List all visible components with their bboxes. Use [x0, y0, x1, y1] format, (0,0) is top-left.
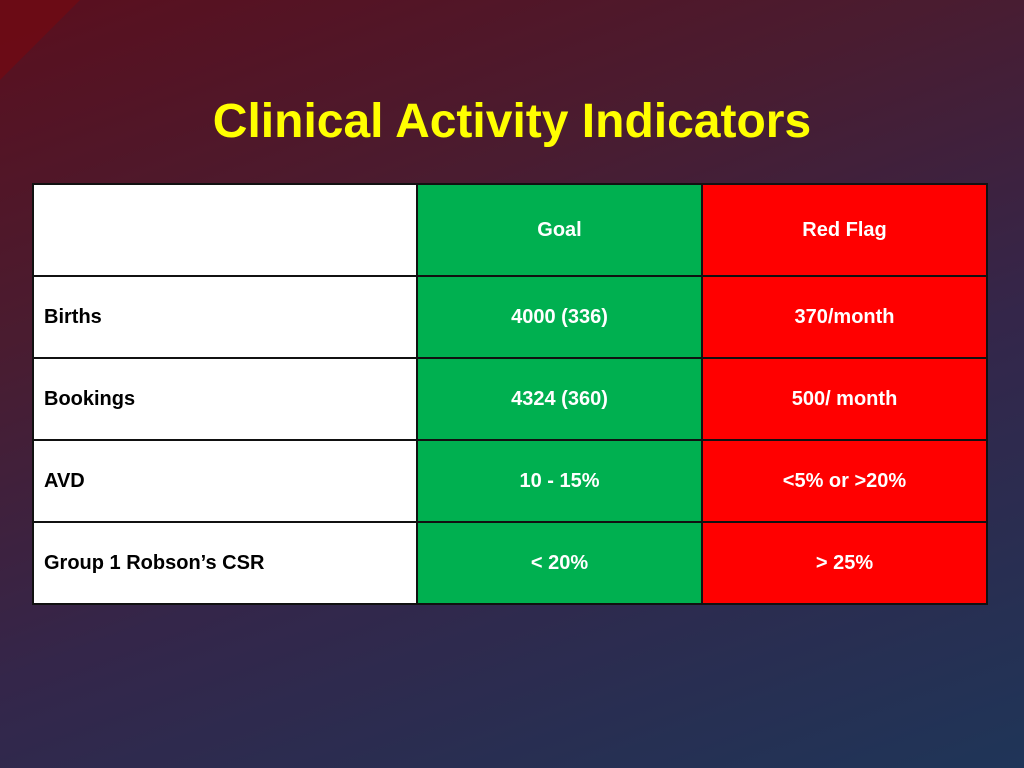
goal-value-births: 4000 (336) — [416, 275, 703, 359]
red-flag-value-robson-csr: > 25% — [701, 521, 988, 605]
table-header-row: Goal Red Flag — [32, 183, 988, 277]
header-goal: Goal — [416, 183, 703, 277]
corner-decoration — [0, 0, 80, 80]
row-label-avd: AVD — [32, 439, 418, 523]
header-empty-cell — [32, 183, 418, 277]
table-row: Group 1 Robson’s CSR < 20% > 25% — [32, 521, 988, 605]
indicators-table: Goal Red Flag Births 4000 (336) 370/mont… — [32, 183, 988, 605]
table-row: Births 4000 (336) 370/month — [32, 275, 988, 359]
table-row: AVD 10 - 15% <5% or >20% — [32, 439, 988, 523]
red-flag-value-avd: <5% or >20% — [701, 439, 988, 523]
row-label-births: Births — [32, 275, 418, 359]
red-flag-value-bookings: 500/ month — [701, 357, 988, 441]
goal-value-robson-csr: < 20% — [416, 521, 703, 605]
red-flag-value-births: 370/month — [701, 275, 988, 359]
header-red-flag: Red Flag — [701, 183, 988, 277]
table-row: Bookings 4324 (360) 500/ month — [32, 357, 988, 441]
goal-value-avd: 10 - 15% — [416, 439, 703, 523]
row-label-bookings: Bookings — [32, 357, 418, 441]
slide-title: Clinical Activity Indicators — [212, 95, 812, 149]
row-label-robson-csr: Group 1 Robson’s CSR — [32, 521, 418, 605]
goal-value-bookings: 4324 (360) — [416, 357, 703, 441]
